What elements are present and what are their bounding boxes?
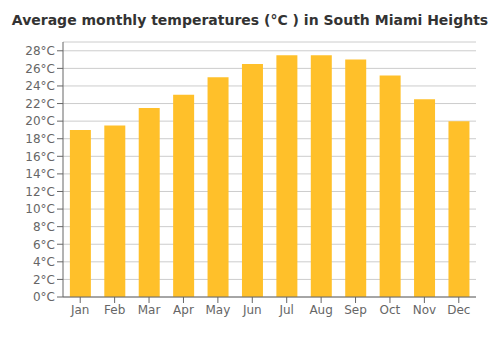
svg-text:12°C: 12°C: [25, 185, 55, 199]
svg-text:0°C: 0°C: [33, 290, 55, 304]
svg-text:May: May: [205, 303, 230, 317]
svg-text:26°C: 26°C: [25, 62, 55, 76]
svg-text:Jun: Jun: [242, 303, 262, 317]
svg-text:8°C: 8°C: [33, 220, 55, 234]
svg-text:16°C: 16°C: [25, 150, 55, 164]
svg-text:Oct: Oct: [380, 303, 401, 317]
svg-text:Aug: Aug: [309, 303, 332, 317]
svg-text:22°C: 22°C: [25, 97, 55, 111]
svg-text:24°C: 24°C: [25, 79, 55, 93]
svg-text:28°C: 28°C: [25, 44, 55, 58]
svg-text:20°C: 20°C: [25, 114, 55, 128]
svg-text:10°C: 10°C: [25, 202, 55, 216]
svg-text:Mar: Mar: [138, 303, 161, 317]
svg-text:14°C: 14°C: [25, 167, 55, 181]
svg-text:Jan: Jan: [70, 303, 90, 317]
svg-text:Sep: Sep: [344, 303, 367, 317]
svg-text:Feb: Feb: [104, 303, 125, 317]
svg-text:Nov: Nov: [413, 303, 436, 317]
svg-text:4°C: 4°C: [33, 255, 55, 269]
svg-text:Jul: Jul: [278, 303, 293, 317]
svg-text:18°C: 18°C: [25, 132, 55, 146]
svg-text:Dec: Dec: [447, 303, 470, 317]
svg-text:6°C: 6°C: [33, 238, 55, 252]
svg-text:Apr: Apr: [173, 303, 194, 317]
svg-text:2°C: 2°C: [33, 273, 55, 287]
html-text:Average monthly temperatures (: Average monthly temperatures (°C ) in So…: [11, 12, 489, 28]
